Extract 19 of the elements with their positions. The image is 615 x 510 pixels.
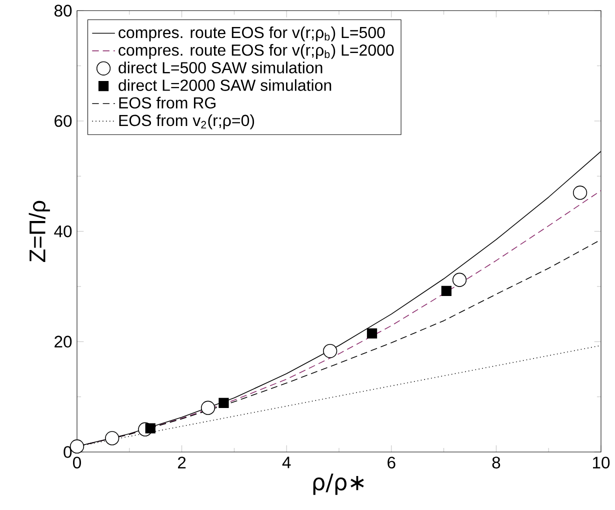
y-axis-title: Z=Π/ρ (28, 200, 50, 262)
y-tick-label: 40 (54, 225, 72, 238)
x-tick-label: 0 (73, 456, 81, 468)
y-tick-label: 80 (54, 4, 72, 17)
legend-label: EOS from RG (119, 96, 216, 109)
legend-label: direct L=500 SAW simulation (118, 62, 322, 74)
legend-label: compres. route EOS for v(r;ρ$_{b}$) L=500 (118, 26, 385, 42)
legend-label: compres. route EOS for v(r;ρ$_{b}$) L=2000 (118, 44, 394, 59)
legend-label: direct L=2000 SAW simulation (118, 79, 332, 91)
y-tick-label: 20 (54, 336, 72, 348)
x-tick-label: 2 (178, 456, 186, 468)
legend-label: EOS from v$_{2}$(r;ρ=0) (119, 114, 254, 130)
y-tick-label: 60 (54, 115, 72, 127)
x-tick-label: 10 (593, 456, 610, 468)
x-tick-label: 4 (282, 456, 291, 468)
x-tick-label: 6 (388, 456, 396, 468)
x-axis-title: ρ/ρ∗ (313, 474, 364, 495)
x-tick-label: 8 (492, 456, 500, 468)
y-tick-label: 0 (64, 446, 72, 458)
